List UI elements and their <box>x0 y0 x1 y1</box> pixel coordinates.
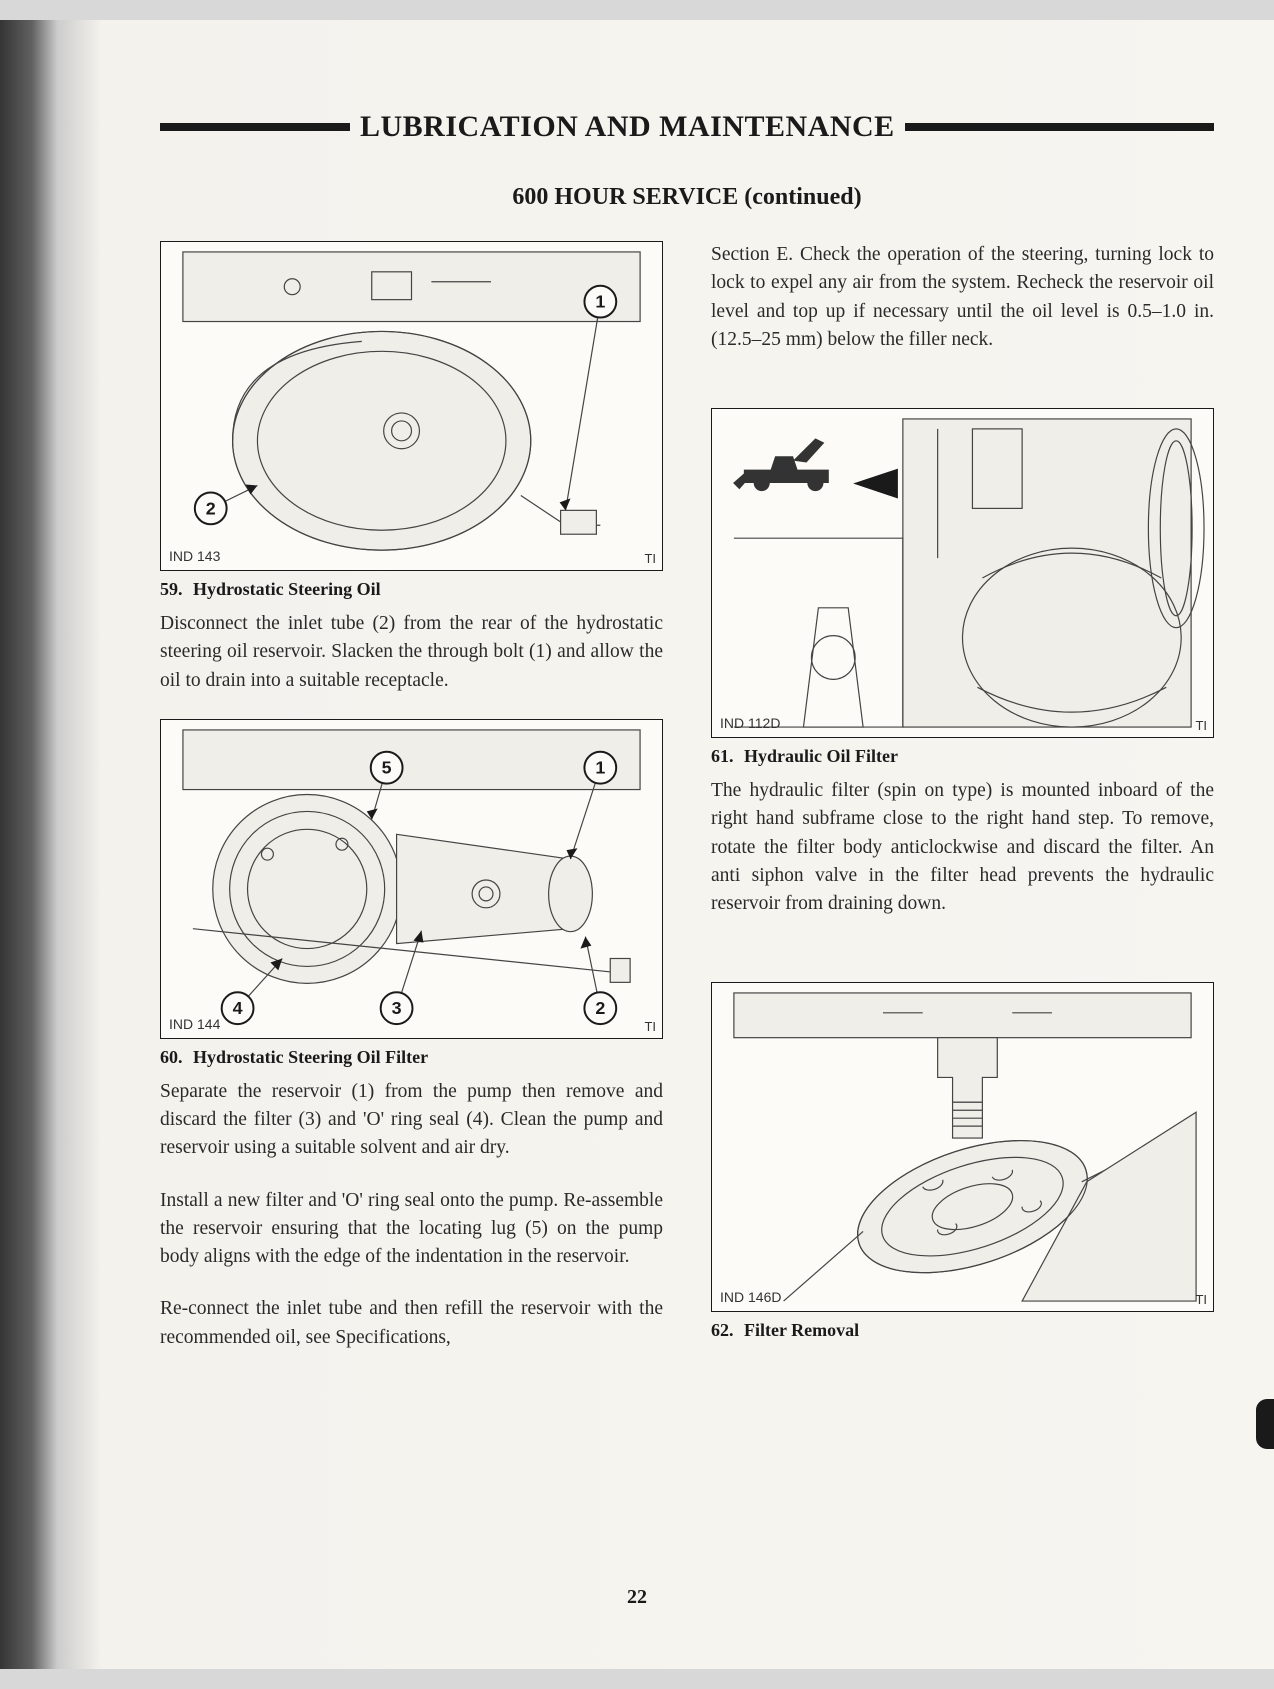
figure-61-caption: 61. Hydraulic Oil Filter <box>711 746 1214 767</box>
callout-1: 1 <box>595 292 605 312</box>
figure-60-ind: IND 144 <box>169 1016 220 1032</box>
figure-60-caption-num: 60. <box>160 1047 183 1067</box>
figure-61: IND 112D TI <box>711 408 1214 738</box>
figure-62-caption-num: 62. <box>711 1320 734 1340</box>
figure-59-caption: 59. Hydrostatic Steering Oil <box>160 579 663 600</box>
figure-60-para2: Install a new filter and 'O' ring seal o… <box>160 1187 663 1272</box>
figure-60-ti: TI <box>644 1019 656 1034</box>
manual-page: LUBRICATION AND MAINTENANCE 600 HOUR SER… <box>0 20 1274 1669</box>
callout-2b: 2 <box>595 998 605 1018</box>
figure-60-para1: Separate the reservoir (1) from the pump… <box>160 1078 663 1163</box>
figure-59: 1 2 IND 143 TI <box>160 241 663 571</box>
figure-60-para3: Re-connect the inlet tube and then refil… <box>160 1295 663 1352</box>
figure-60: 5 1 4 3 <box>160 719 663 1039</box>
callout-4: 4 <box>233 998 243 1018</box>
figure-61-ti: TI <box>1195 718 1207 733</box>
figure-59-ind: IND 143 <box>169 548 220 564</box>
figure-59-caption-text: Hydrostatic Steering Oil <box>193 579 381 599</box>
right-column: Section E. Check the operation of the st… <box>711 241 1214 1376</box>
figure-61-ind: IND 112D <box>720 715 780 731</box>
figure-62-ti: TI <box>1195 1292 1207 1307</box>
figure-62: IND 146D TI <box>711 982 1214 1312</box>
figure-61-para1: The hydraulic filter (spin on type) is m… <box>711 777 1214 918</box>
rule-bar-left <box>160 123 350 131</box>
page-title: LUBRICATION AND MAINTENANCE <box>350 110 905 144</box>
callout-1b: 1 <box>595 757 605 777</box>
figure-61-caption-text: Hydraulic Oil Filter <box>744 746 898 766</box>
two-column-layout: 1 2 IND 143 TI 59. Hydrostatic Steering … <box>160 241 1214 1376</box>
figure-60-caption: 60. Hydrostatic Steering Oil Filter <box>160 1047 663 1068</box>
callout-3: 3 <box>392 998 402 1018</box>
page-number: 22 <box>627 1586 647 1609</box>
rule-bar-right <box>905 123 1214 131</box>
figure-59-ti: TI <box>644 551 656 566</box>
callout-5: 5 <box>382 757 392 777</box>
figure-59-caption-num: 59. <box>160 579 183 599</box>
section-subhead: 600 HOUR SERVICE (continued) <box>160 184 1214 211</box>
figure-62-caption: 62. Filter Removal <box>711 1320 1214 1341</box>
right-top-para: Section E. Check the operation of the st… <box>711 241 1214 354</box>
header-rule: LUBRICATION AND MAINTENANCE <box>160 110 1214 144</box>
figure-62-ind: IND 146D <box>720 1289 781 1305</box>
figure-60-caption-text: Hydrostatic Steering Oil Filter <box>193 1047 428 1067</box>
figure-62-caption-text: Filter Removal <box>744 1320 859 1340</box>
figure-61-caption-num: 61. <box>711 746 734 766</box>
figure-59-para1: Disconnect the inlet tube (2) from the r… <box>160 610 663 695</box>
thumb-index-tab <box>1256 1399 1274 1449</box>
left-column: 1 2 IND 143 TI 59. Hydrostatic Steering … <box>160 241 663 1376</box>
callout-2: 2 <box>206 498 216 518</box>
